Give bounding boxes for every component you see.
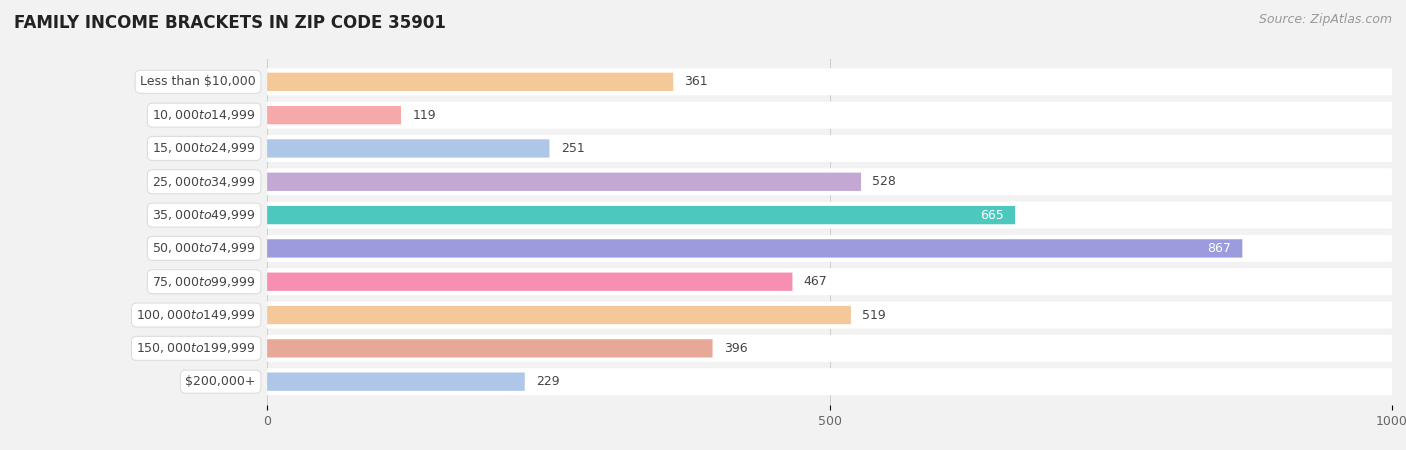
FancyBboxPatch shape — [267, 268, 1392, 295]
Text: $15,000 to $24,999: $15,000 to $24,999 — [152, 141, 256, 155]
FancyBboxPatch shape — [267, 102, 1392, 129]
FancyBboxPatch shape — [267, 168, 1392, 195]
Text: $150,000 to $199,999: $150,000 to $199,999 — [136, 342, 256, 356]
Text: 665: 665 — [980, 209, 1004, 221]
FancyBboxPatch shape — [267, 306, 851, 324]
Text: $10,000 to $14,999: $10,000 to $14,999 — [152, 108, 256, 122]
Text: 519: 519 — [862, 309, 886, 322]
Text: $25,000 to $34,999: $25,000 to $34,999 — [152, 175, 256, 189]
FancyBboxPatch shape — [267, 339, 713, 357]
Text: 119: 119 — [412, 108, 436, 122]
Text: $100,000 to $149,999: $100,000 to $149,999 — [136, 308, 256, 322]
Text: FAMILY INCOME BRACKETS IN ZIP CODE 35901: FAMILY INCOME BRACKETS IN ZIP CODE 35901 — [14, 14, 446, 32]
FancyBboxPatch shape — [267, 373, 524, 391]
FancyBboxPatch shape — [267, 106, 401, 124]
FancyBboxPatch shape — [267, 235, 1392, 262]
Text: 528: 528 — [872, 175, 896, 188]
Text: $75,000 to $99,999: $75,000 to $99,999 — [152, 275, 256, 289]
FancyBboxPatch shape — [267, 239, 1243, 257]
Text: 361: 361 — [685, 75, 709, 88]
FancyBboxPatch shape — [267, 68, 1392, 95]
FancyBboxPatch shape — [267, 173, 860, 191]
Text: 467: 467 — [804, 275, 827, 288]
Text: $50,000 to $74,999: $50,000 to $74,999 — [152, 241, 256, 256]
FancyBboxPatch shape — [267, 368, 1392, 395]
FancyBboxPatch shape — [267, 206, 1015, 224]
Text: 396: 396 — [724, 342, 748, 355]
Text: $200,000+: $200,000+ — [186, 375, 256, 388]
Text: 251: 251 — [561, 142, 585, 155]
Text: 867: 867 — [1208, 242, 1232, 255]
FancyBboxPatch shape — [267, 202, 1392, 229]
FancyBboxPatch shape — [267, 302, 1392, 328]
Text: $35,000 to $49,999: $35,000 to $49,999 — [152, 208, 256, 222]
Text: Source: ZipAtlas.com: Source: ZipAtlas.com — [1258, 14, 1392, 27]
FancyBboxPatch shape — [267, 335, 1392, 362]
Text: Less than $10,000: Less than $10,000 — [141, 75, 256, 88]
Text: 229: 229 — [536, 375, 560, 388]
FancyBboxPatch shape — [267, 72, 673, 91]
FancyBboxPatch shape — [267, 140, 550, 158]
FancyBboxPatch shape — [267, 273, 793, 291]
FancyBboxPatch shape — [267, 135, 1392, 162]
